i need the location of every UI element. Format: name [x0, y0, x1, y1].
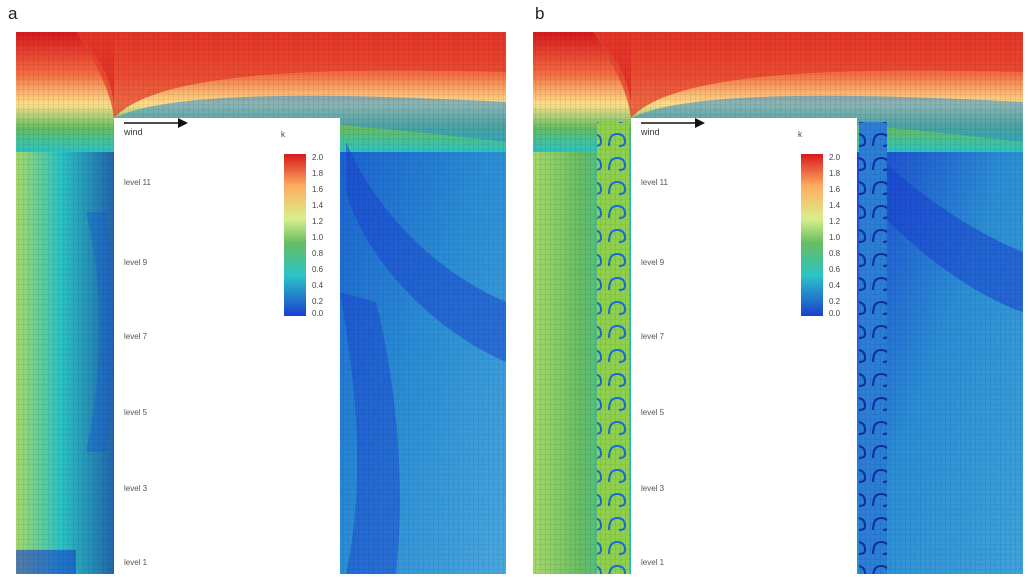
- colorbar-tick: 0.0: [829, 309, 841, 318]
- level-label: level 7: [641, 332, 665, 341]
- panel-letter-b: b: [535, 4, 545, 23]
- colorbar-tick: 1.2: [829, 217, 841, 226]
- labels-overlay-a: wind level 11 level 9 level 7 level 5 le…: [16, 32, 506, 574]
- level-label: level 3: [641, 484, 665, 493]
- level-label: level 3: [124, 484, 148, 493]
- colorbar-tick: 1.2: [312, 217, 324, 226]
- flow-field-panel-b: [533, 32, 1023, 574]
- level-label: level 9: [641, 258, 665, 267]
- level-label: level 5: [124, 408, 148, 417]
- colorbar-tick: 1.6: [312, 185, 324, 194]
- level-label: level 1: [641, 558, 665, 567]
- colorbar-tick: 0.8: [312, 249, 324, 258]
- level-label: level 9: [124, 258, 148, 267]
- colorbar-title: k: [798, 130, 802, 139]
- level-label: level 5: [641, 408, 665, 417]
- colorbar-tick: 2.0: [829, 153, 841, 162]
- colorbar-tick: 1.4: [312, 201, 324, 210]
- colorbar-tick: 1.0: [312, 233, 324, 242]
- wind-label: wind: [124, 127, 143, 137]
- wind-arrow-icon: [641, 118, 705, 128]
- wind-label: wind: [641, 127, 660, 137]
- colorbar: [284, 154, 306, 316]
- colorbar-tick: 0.2: [829, 297, 841, 306]
- labels-overlay-b: wind level 11 level 9 level 7 level 5 le…: [533, 32, 1023, 574]
- level-label: level 11: [641, 178, 668, 187]
- colorbar-tick: 0.4: [312, 281, 324, 290]
- colorbar-tick: 0.4: [829, 281, 841, 290]
- colorbar-tick: 0.6: [829, 265, 841, 274]
- colorbar: [801, 154, 823, 316]
- colorbar-tick: 1.8: [312, 169, 324, 178]
- colorbar-tick: 0.6: [312, 265, 324, 274]
- level-label: level 11: [124, 178, 151, 187]
- colorbar-tick: 0.0: [312, 309, 324, 318]
- level-label: level 7: [124, 332, 148, 341]
- colorbar-tick: 2.0: [312, 153, 324, 162]
- panel-letter-a: a: [8, 4, 18, 23]
- colorbar-tick: 1.4: [829, 201, 841, 210]
- colorbar-tick: 1.8: [829, 169, 841, 178]
- level-label: level 1: [124, 558, 148, 567]
- colorbar-title: k: [281, 130, 285, 139]
- colorbar-tick: 0.2: [312, 297, 324, 306]
- colorbar-tick: 0.8: [829, 249, 841, 258]
- colorbar-tick: 1.6: [829, 185, 841, 194]
- wind-arrow-icon: [124, 118, 188, 128]
- colorbar-tick: 1.0: [829, 233, 841, 242]
- flow-field-panel-a: [16, 32, 506, 574]
